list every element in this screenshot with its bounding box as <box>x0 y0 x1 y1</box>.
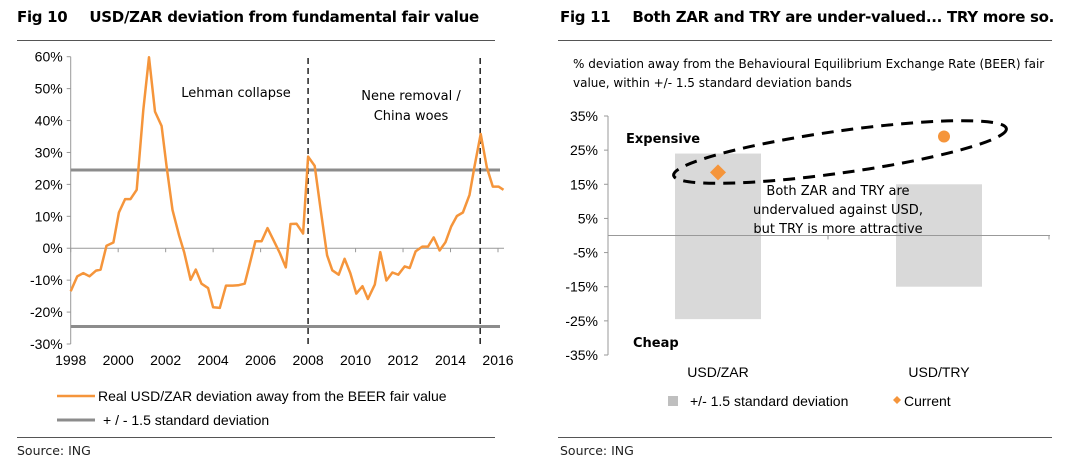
y-tick-label: 0% <box>42 240 62 256</box>
current-marker-zar <box>710 164 726 181</box>
y-tick-label: -20% <box>30 304 63 320</box>
y-tick-label: 40% <box>35 113 63 129</box>
x-tick-label: 2008 <box>293 352 324 368</box>
nene-annotation: China woes <box>374 109 449 124</box>
zar-deviation-line <box>69 56 505 310</box>
category-label: USD/TRY <box>908 364 970 380</box>
y-tick-label: 10% <box>35 208 63 224</box>
y-tick-label: -25% <box>565 313 598 329</box>
legend-label-band: +/- 1.5 standard deviation <box>690 393 848 409</box>
fig11-subtitle: % deviation away from the Behavioural Eq… <box>573 57 1045 90</box>
fig10-title: Fig 10 USD/ZAR deviation from fundamental… <box>17 8 479 26</box>
legend-label-current: Current <box>904 393 951 409</box>
y-tick-label: 35% <box>570 108 598 124</box>
nene-annotation: Nene removal / <box>361 89 461 104</box>
y-tick-label: 50% <box>35 81 63 97</box>
legend-swatch-current <box>893 396 901 404</box>
y-tick-label: -10% <box>30 272 63 288</box>
divider <box>558 437 1052 438</box>
legend-swatch-band <box>668 396 678 406</box>
x-tick-label: 2006 <box>245 352 276 368</box>
lehman-annotation: Lehman collapse <box>181 86 291 101</box>
legend-label-deviation: Real USD/ZAR deviation away from the BEE… <box>98 388 447 404</box>
y-tick-label: -30% <box>30 336 63 352</box>
y-tick-label: 20% <box>35 176 63 192</box>
y-tick-label: -35% <box>565 347 598 363</box>
y-tick-label: -15% <box>565 279 598 295</box>
expensive-label: Expensive <box>626 132 700 147</box>
x-tick-label: 2014 <box>435 352 466 368</box>
highlight-ellipse <box>672 119 1008 185</box>
x-tick-label: 1998 <box>55 352 86 368</box>
y-tick-label: -5% <box>573 245 598 261</box>
y-tick-label: 60% <box>35 49 63 65</box>
y-tick-label: 30% <box>35 144 63 160</box>
legend-label-band: + / - 1.5 standard deviation <box>103 412 269 428</box>
divider <box>17 437 495 438</box>
x-tick-label: 2012 <box>387 352 418 368</box>
y-tick-label: 15% <box>570 176 598 192</box>
divider <box>558 40 1052 41</box>
category-label: USD/ZAR <box>687 364 748 380</box>
note-annotation: Both ZAR and TRY are <box>766 184 909 199</box>
divider <box>17 40 495 41</box>
x-tick-label: 2002 <box>150 352 181 368</box>
fig10-source: Source: ING <box>17 443 91 458</box>
current-marker-try <box>938 130 950 143</box>
note-annotation: but TRY is more attractive <box>753 222 922 237</box>
cheap-label: Cheap <box>633 336 679 351</box>
note-annotation: undervalued against USD, <box>753 203 923 218</box>
x-tick-label: 2000 <box>103 352 134 368</box>
x-tick-label: 2004 <box>198 352 229 368</box>
fig11-source: Source: ING <box>560 443 634 458</box>
y-tick-label: 5% <box>578 210 598 226</box>
y-tick-label: 25% <box>570 142 598 158</box>
x-tick-label: 2010 <box>340 352 371 368</box>
fig11-title: Fig 11 Both ZAR and TRY are under-valued.… <box>560 8 1055 26</box>
x-tick-label: 2016 <box>482 352 513 368</box>
